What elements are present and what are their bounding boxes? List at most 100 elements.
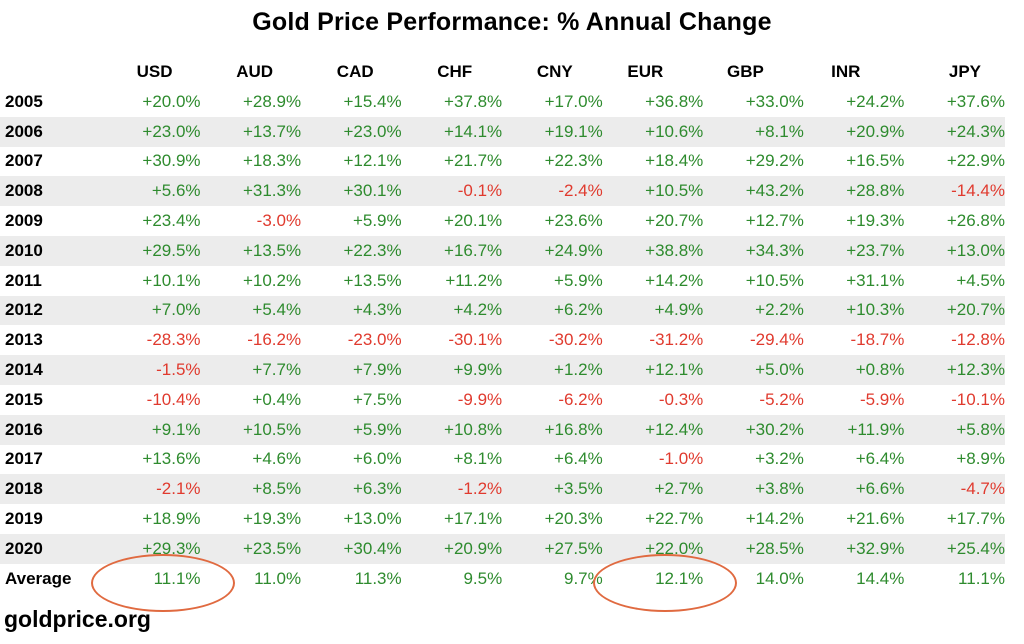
value-cell-jpy: -14.4%: [904, 176, 1005, 207]
value-cell-inr: +24.2%: [846, 91, 905, 111]
year-label: 2005: [5, 91, 43, 111]
value-cell-inr: +10.3%: [803, 295, 905, 326]
value-cell-inr: +0.8%: [803, 355, 905, 385]
value-cell-usd: +13.6%: [142, 449, 201, 469]
value-cell-inr: +11.9%: [803, 414, 905, 445]
value-cell-usd: +7.0%: [100, 295, 201, 326]
value-cell-gbp: -29.4%: [749, 330, 804, 350]
column-header-chf: CHF: [437, 61, 473, 81]
value-cell-eur: +12.1%: [602, 355, 704, 385]
table-row: 2011 +10.1% +10.2% +13.5% +11.2% +5.9% +14.2% +…: [0, 266, 1005, 296]
value-cell-jpy: -12.8%: [951, 330, 1005, 350]
table-row: 2017 +13.6% +4.6% +6.0% +8.1% +6.4% -1.0% +3.2%…: [0, 445, 1005, 475]
table-row: 2019 +18.9% +19.3% +13.0% +17.1% +20.3% +22.7%…: [0, 504, 1005, 534]
value-cell-inr: +32.9%: [803, 533, 905, 564]
value-cell-cny: -2.4%: [502, 176, 603, 207]
average-cell-eur: 12.1%: [655, 568, 704, 588]
value-cell-aud: +10.5%: [200, 414, 302, 445]
value-cell-jpy: +20.7%: [904, 295, 1005, 326]
column-header-eur: EUR: [627, 61, 664, 81]
value-cell-cny: +22.3%: [544, 151, 603, 171]
gold-performance-table: USD AUD CAD CHF CNY EUR GBP INR JPY 2005 +20.0% +2…: [0, 56, 1005, 594]
year-label: 2018: [0, 474, 100, 505]
value-cell-chf: +37.8%: [444, 91, 503, 111]
value-cell-cad: +13.0%: [343, 509, 402, 529]
value-cell-cad: +6.3%: [301, 474, 402, 505]
value-cell-jpy: +37.6%: [946, 91, 1005, 111]
value-cell-cad: +22.3%: [301, 235, 402, 266]
average-cell-jpy: 11.1%: [958, 568, 1005, 588]
average-cell-aud: 11.0%: [254, 568, 302, 588]
value-cell-inr: +6.4%: [855, 449, 905, 469]
column-header-usd: USD: [136, 61, 173, 81]
value-cell-aud: -16.2%: [247, 330, 302, 350]
value-cell-gbp: +12.7%: [745, 211, 804, 231]
value-cell-cad: +6.0%: [352, 449, 402, 469]
value-cell-cny: -6.2%: [558, 389, 603, 409]
value-cell-aud: +31.3%: [200, 176, 302, 207]
value-cell-cad: -23.0%: [347, 330, 402, 350]
average-cell-usd: 11.1%: [153, 568, 201, 588]
value-cell-usd: +10.1%: [142, 270, 201, 290]
value-cell-usd: -1.5%: [100, 355, 201, 385]
value-cell-aud: +13.7%: [200, 116, 302, 147]
table-body: 2005 +20.0% +28.9% +15.4% +37.8% +17.0% +36.8%…: [0, 87, 1005, 594]
value-cell-chf: -0.1%: [401, 176, 503, 207]
value-cell-usd: -28.3%: [146, 330, 201, 350]
value-cell-chf: +20.9%: [401, 533, 503, 564]
value-cell-cad: +5.9%: [352, 211, 402, 231]
value-cell-gbp: +3.2%: [755, 449, 804, 469]
value-cell-chf: +10.8%: [401, 414, 503, 445]
average-label: Average: [5, 568, 72, 588]
table-row: 2007 +30.9% +18.3% +12.1% +21.7% +22.3% +18.4%…: [0, 147, 1005, 177]
value-cell-inr: +20.9%: [803, 116, 905, 147]
value-cell-gbp: +10.5%: [745, 270, 804, 290]
value-cell-inr: +21.6%: [846, 509, 905, 529]
average-cell-chf: 9.5%: [463, 568, 503, 588]
table-row: 2014 -1.5% +7.7% +7.9% +9.9% +1.2% +12.1% +5.0%…: [0, 355, 1005, 385]
table-row: 2009 +23.4% -3.0% +5.9% +20.1% +23.6% +20.7% +1…: [0, 206, 1005, 236]
value-cell-cny: +1.2%: [502, 355, 603, 385]
value-cell-aud: +18.3%: [242, 151, 302, 171]
value-cell-eur: +18.4%: [645, 151, 704, 171]
table-row: 2008 +5.6% +31.3% +30.1% -0.1% -2.4% +10.5% +43…: [0, 176, 1005, 207]
value-cell-gbp: +14.2%: [745, 509, 804, 529]
table-row: 2012 +7.0% +5.4% +4.3% +4.2% +6.2% +4.9% +2.2% +…: [0, 295, 1005, 326]
year-label: 2019: [5, 509, 43, 529]
value-cell-eur: +22.7%: [645, 509, 704, 529]
value-cell-jpy: +17.7%: [946, 509, 1005, 529]
table-row: 2005 +20.0% +28.9% +15.4% +37.8% +17.0% +36.8%…: [0, 87, 1005, 117]
value-cell-inr: +23.7%: [803, 235, 905, 266]
value-cell-aud: +8.5%: [200, 474, 302, 505]
value-cell-jpy: +26.8%: [946, 211, 1005, 231]
value-cell-eur: +36.8%: [645, 91, 704, 111]
value-cell-eur: +22.0%: [602, 533, 704, 564]
value-cell-aud: +10.2%: [242, 270, 302, 290]
value-cell-chf: +17.1%: [444, 509, 503, 529]
table-row: 2015 -10.4% +0.4% +7.5% -9.9% -6.2% -0.3% -5.2%…: [0, 385, 1005, 415]
value-cell-chf: -30.1%: [448, 330, 503, 350]
value-cell-usd: +23.4%: [142, 211, 201, 231]
value-cell-cny: +17.0%: [544, 91, 603, 111]
value-cell-gbp: +3.8%: [703, 474, 804, 505]
value-cell-eur: +10.5%: [602, 176, 704, 207]
value-cell-cny: -30.2%: [548, 330, 603, 350]
value-cell-eur: -31.2%: [649, 330, 704, 350]
value-cell-gbp: +5.0%: [703, 355, 804, 385]
value-cell-aud: +19.3%: [242, 509, 302, 529]
year-label: 2020: [0, 533, 100, 564]
value-cell-gbp: +29.2%: [745, 151, 804, 171]
value-cell-eur: +2.7%: [602, 474, 704, 505]
value-cell-eur: -0.3%: [658, 389, 704, 409]
value-cell-cny: +23.6%: [544, 211, 603, 231]
average-cell-cny: 9.7%: [563, 568, 603, 588]
column-header-cad: CAD: [336, 61, 374, 81]
average-row: Average 11.1% 11.0% 11.3% 9.5% 9.7% 12.1% 14.0%…: [0, 564, 1005, 594]
value-cell-jpy: +24.3%: [904, 116, 1005, 147]
year-label: 2009: [5, 211, 43, 231]
value-cell-usd: +29.3%: [100, 533, 201, 564]
value-cell-usd: -10.4%: [146, 389, 201, 409]
value-cell-jpy: +8.9%: [956, 449, 1005, 469]
value-cell-gbp: +34.3%: [703, 235, 804, 266]
value-cell-eur: +20.7%: [645, 211, 704, 231]
